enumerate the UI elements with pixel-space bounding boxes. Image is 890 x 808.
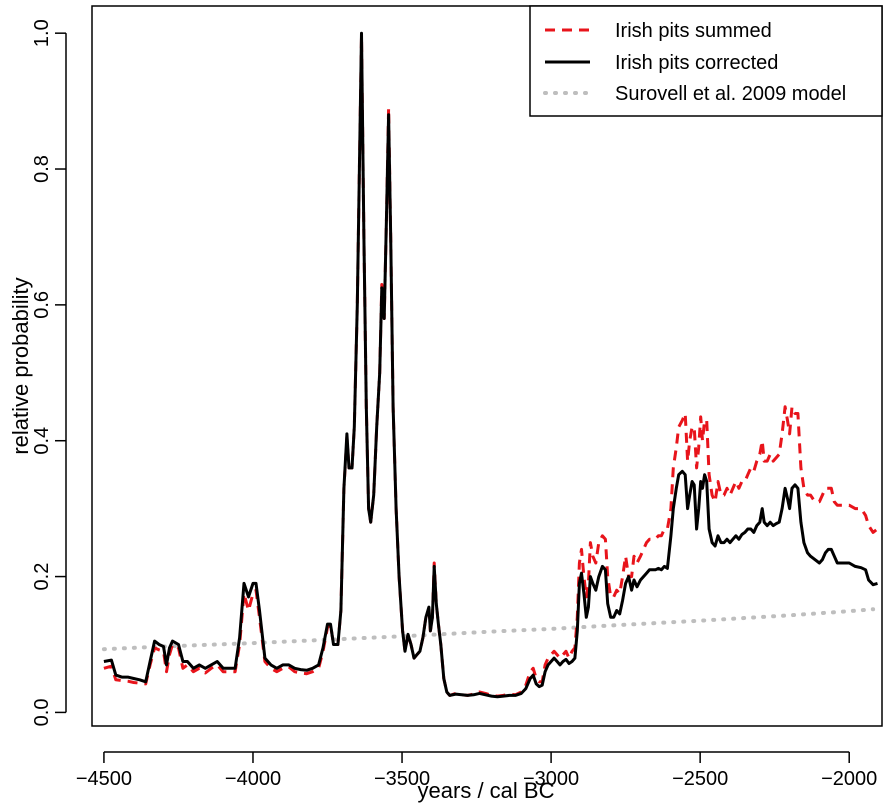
series-layer: [101, 31, 879, 699]
x-axis-title: years / cal BC: [418, 778, 555, 803]
legend-label-summed: Irish pits summed: [615, 20, 772, 42]
x-tick-label: −2500: [672, 768, 728, 790]
y-tick-label: 0.6: [31, 291, 53, 319]
series-line-surovell-et-al-2009-model: [101, 607, 876, 652]
x-tick-label: −2000: [821, 768, 877, 790]
y-tick-label: 0.8: [31, 155, 53, 183]
x-axis: −4500 −4000 −3500 −3000 −2500 −2000: [76, 751, 877, 790]
y-tick-label: 0.2: [31, 563, 53, 591]
x-tick-label: −4000: [225, 768, 281, 790]
series-line-irish-pits-corrected: [103, 31, 878, 699]
plot-frame: [91, 5, 883, 727]
y-axis: 0.0 0.2 0.4 0.6 0.8 1.0: [31, 19, 67, 727]
y-tick-label: 1.0: [31, 19, 53, 47]
legend: Irish pits summed Irish pits corrected S…: [529, 5, 883, 117]
y-tick-label: 0.4: [31, 427, 53, 455]
y-tick-label: 0.0: [31, 699, 53, 727]
x-tick-label: −4500: [76, 768, 132, 790]
legend-label-corrected: Irish pits corrected: [615, 52, 778, 74]
legend-label-model: Surovell et al. 2009 model: [615, 83, 846, 105]
x-tick-label: −3000: [523, 768, 579, 790]
y-axis-title: relative probability: [8, 277, 33, 454]
series-line-irish-pits-summed: [103, 35, 879, 698]
x-tick-label: −3500: [374, 768, 430, 790]
